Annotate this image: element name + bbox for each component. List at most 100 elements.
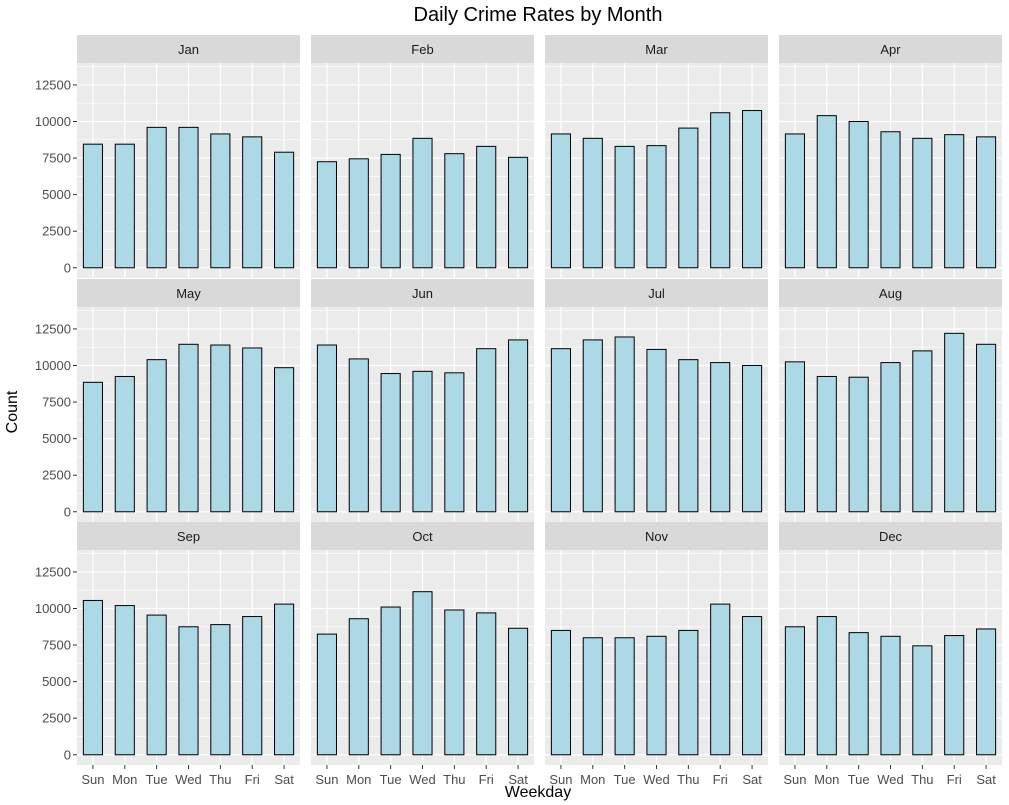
bar-sep-mon xyxy=(114,605,135,756)
x-tick-label-mon: Mon xyxy=(112,772,137,787)
bar-jan-sat xyxy=(274,151,295,269)
bar-dec-fri xyxy=(944,635,965,756)
y-tick-label: 12500 xyxy=(35,564,71,579)
y-axis-row-3: 0 2500 5000 7500 10000 12500 xyxy=(35,564,77,762)
bar-may-thu xyxy=(210,344,231,513)
strip-label-mar: Mar xyxy=(645,42,668,57)
panel-feb: Feb xyxy=(311,35,534,278)
bar-apr-sun xyxy=(784,133,805,269)
x-tick-label-wed: Wed xyxy=(409,772,436,787)
bar-feb-fri xyxy=(476,145,497,269)
strip-feb xyxy=(311,35,534,63)
y-tick-label: 2500 xyxy=(42,468,71,483)
bar-feb-tue xyxy=(380,153,401,269)
x-tick-label-thu: Thu xyxy=(209,772,231,787)
y-tick-label: 10000 xyxy=(35,601,71,616)
bar-oct-fri xyxy=(476,612,497,756)
x-tick-label-wed: Wed xyxy=(175,772,202,787)
bar-nov-sun xyxy=(550,629,571,756)
bar-mar-fri xyxy=(710,112,731,269)
bar-nov-fri xyxy=(710,603,731,756)
bar-mar-sun xyxy=(550,133,571,269)
x-tick-label-sun: Sun xyxy=(315,772,338,787)
x-tick-label-fri: Fri xyxy=(245,772,260,787)
bar-mar-thu xyxy=(678,127,699,269)
strip-label-may: May xyxy=(176,286,201,301)
strip-label-dec: Dec xyxy=(879,529,903,544)
bar-feb-thu xyxy=(444,153,465,269)
strip-label-jan: Jan xyxy=(178,42,199,57)
bar-nov-mon xyxy=(582,637,603,756)
bar-dec-mon xyxy=(816,616,837,756)
chart-title: Daily Crime Rates by Month xyxy=(414,4,663,26)
x-tick-label-sun: Sun xyxy=(81,772,104,787)
panel-may: May xyxy=(77,279,300,522)
bar-apr-fri xyxy=(944,134,965,269)
bar-sep-fri xyxy=(242,616,263,756)
bar-oct-tue xyxy=(380,606,401,756)
strip-jan xyxy=(77,35,300,63)
bar-aug-tue xyxy=(848,376,869,513)
bar-jan-sun xyxy=(82,143,103,269)
y-axis-row-2: 0 2500 5000 7500 10000 12500 xyxy=(35,321,77,519)
bar-jun-sun xyxy=(316,344,337,513)
bar-mar-mon xyxy=(582,137,603,269)
bar-jan-fri xyxy=(242,136,263,269)
strip-label-sep: Sep xyxy=(177,529,200,544)
strip-mar xyxy=(545,35,768,63)
bar-nov-tue xyxy=(614,637,635,756)
panel-nov: Nov xyxy=(545,522,768,765)
bar-apr-thu xyxy=(912,137,933,269)
y-tick-label: 2500 xyxy=(42,711,71,726)
x-tick-label-sun: Sun xyxy=(549,772,572,787)
strip-nov xyxy=(545,522,768,550)
x-tick-label-sun: Sun xyxy=(783,772,806,787)
y-tick-label: 5000 xyxy=(42,187,71,202)
x-axis-title: Weekday xyxy=(505,784,571,801)
x-tick-label-tue: Tue xyxy=(380,772,402,787)
bar-jun-wed xyxy=(412,370,433,513)
x-axis-sep: Sun Mon Tue Wed Thu Fri Sat xyxy=(81,765,294,787)
strip-label-oct: Oct xyxy=(412,529,433,544)
bar-jul-mon xyxy=(582,339,603,513)
bar-oct-sat xyxy=(508,627,529,756)
x-tick-label-tue: Tue xyxy=(848,772,870,787)
bar-may-fri xyxy=(242,347,263,513)
strip-oct xyxy=(311,522,534,550)
x-tick-label-thu: Thu xyxy=(677,772,699,787)
x-tick-label-mon: Mon xyxy=(580,772,605,787)
bar-dec-thu xyxy=(912,645,933,756)
y-tick-label: 10000 xyxy=(35,114,71,129)
strip-aug xyxy=(779,279,1002,307)
bar-may-sat xyxy=(274,367,295,513)
bar-jan-thu xyxy=(210,133,231,269)
bar-apr-tue xyxy=(848,121,869,269)
bar-feb-mon xyxy=(348,158,369,269)
x-tick-label-fri: Fri xyxy=(713,772,728,787)
strip-label-jun: Jun xyxy=(412,286,433,301)
strip-jul xyxy=(545,279,768,307)
x-axis-groups: Sun Mon Tue Wed Thu Fri Sat Sun Mon Tue Wed Thu Fri S… xyxy=(81,765,996,787)
bar-aug-sat xyxy=(976,343,997,513)
x-tick-label-fri: Fri xyxy=(947,772,962,787)
x-tick-label-thu: Thu xyxy=(911,772,933,787)
panel-oct: Oct xyxy=(311,522,534,765)
bar-may-mon xyxy=(114,375,135,513)
y-tick-label: 12500 xyxy=(35,321,71,336)
bar-jun-sat xyxy=(508,339,529,513)
strip-label-nov: Nov xyxy=(645,529,669,544)
bar-apr-mon xyxy=(816,115,837,269)
x-axis-dec: Sun Mon Tue Wed Thu Fri Sat xyxy=(783,765,996,787)
bar-dec-tue xyxy=(848,632,869,756)
bar-dec-sat xyxy=(976,628,997,756)
strip-label-feb: Feb xyxy=(411,42,433,57)
y-tick-label: 10000 xyxy=(35,358,71,373)
bar-jun-tue xyxy=(380,373,401,513)
strip-jun xyxy=(311,279,534,307)
bar-jul-thu xyxy=(678,359,699,513)
panel-sep: Sep xyxy=(77,522,300,765)
bar-apr-wed xyxy=(880,131,901,269)
x-axis-oct: Sun Mon Tue Wed Thu Fri Sat xyxy=(315,765,528,787)
bar-jun-fri xyxy=(476,348,497,513)
panel-aug: Aug xyxy=(779,279,1002,522)
